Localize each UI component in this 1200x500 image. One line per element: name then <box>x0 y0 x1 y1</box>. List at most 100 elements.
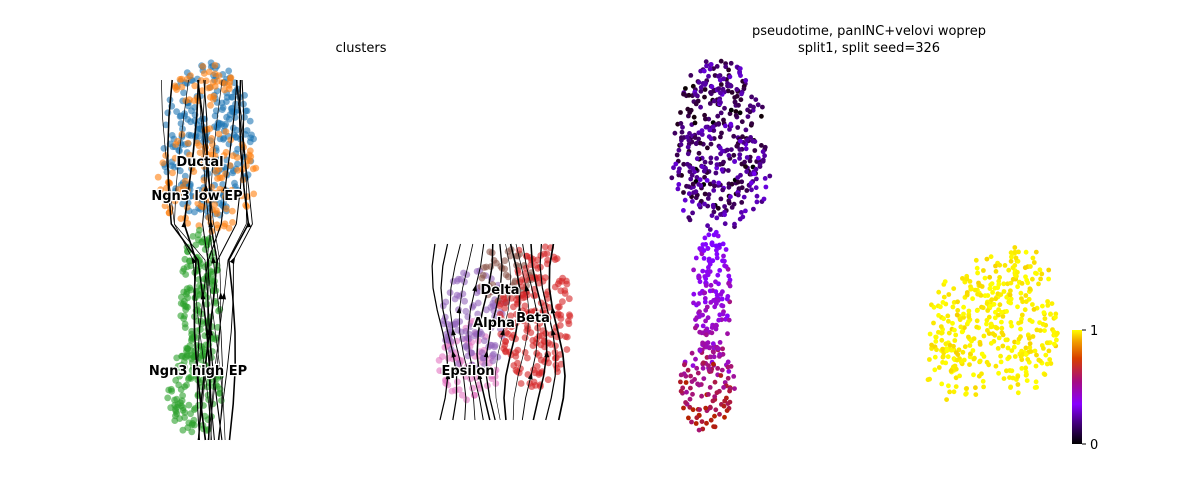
streamline-arrow <box>472 284 477 292</box>
cell-point <box>676 182 682 187</box>
cell-point <box>739 91 744 97</box>
cell-point <box>688 385 693 391</box>
cell-point <box>543 250 551 257</box>
cell-point <box>950 320 955 326</box>
cell-point <box>727 111 733 117</box>
cell-point <box>726 273 732 279</box>
cell-point <box>731 374 737 379</box>
cell-point <box>712 379 718 385</box>
pseudotime-points <box>669 58 1060 433</box>
cell-point <box>1007 292 1013 298</box>
cell-point <box>719 130 724 136</box>
cell-point <box>702 159 708 165</box>
cell-point <box>1016 336 1022 342</box>
cell-point <box>1042 328 1047 333</box>
cell-point <box>985 328 990 333</box>
cell-point <box>698 85 704 90</box>
cell-point <box>737 138 743 144</box>
cell-point <box>690 363 696 368</box>
cell-point <box>160 145 168 152</box>
cell-point <box>477 283 485 291</box>
cell-point <box>1042 316 1048 321</box>
cell-point <box>541 243 549 251</box>
cell-point <box>203 300 211 308</box>
streamline-arrow <box>246 220 252 228</box>
cell-point <box>1018 319 1024 325</box>
cell-point <box>708 136 714 142</box>
cell-point <box>691 114 697 120</box>
cell-point <box>959 329 965 335</box>
cell-point <box>688 373 693 379</box>
cell-point <box>975 270 980 276</box>
cell-point <box>944 348 950 354</box>
cell-point <box>213 221 221 229</box>
cell-point <box>713 407 719 413</box>
cell-point <box>195 236 202 244</box>
cell-point <box>179 406 187 414</box>
cell-point <box>715 233 721 239</box>
clusters-points <box>154 59 574 436</box>
cell-point <box>1028 349 1034 354</box>
cell-point <box>737 110 743 116</box>
cell-point <box>1022 307 1028 313</box>
velocity-streamlines <box>161 79 566 441</box>
streamline <box>206 79 226 441</box>
cell-point <box>473 330 481 338</box>
cell-point <box>717 411 722 417</box>
cell-point <box>693 189 699 195</box>
colorbar: 1 0 <box>1072 324 1098 453</box>
cell-point <box>561 290 569 297</box>
cell-point <box>500 293 507 301</box>
cell-point <box>226 78 234 86</box>
cell-point <box>211 61 219 69</box>
cell-point <box>1034 327 1040 333</box>
cell-point <box>715 205 721 211</box>
cell-point <box>707 227 713 232</box>
cell-point <box>951 343 956 349</box>
cell-point <box>702 290 708 296</box>
cell-point <box>693 356 698 362</box>
cell-point <box>744 188 750 193</box>
cell-point <box>988 282 994 288</box>
cell-point <box>951 389 957 395</box>
cell-point <box>970 296 975 302</box>
cell-point <box>175 147 183 154</box>
cell-point <box>171 154 179 162</box>
cell-point <box>697 177 703 183</box>
streamline-arrow <box>451 328 456 336</box>
cell-point <box>706 73 711 79</box>
cell-point <box>182 177 189 185</box>
cell-point <box>981 333 987 339</box>
cell-point <box>718 100 723 105</box>
cell-point <box>704 63 709 69</box>
cell-point <box>678 388 684 394</box>
cell-point <box>705 315 711 321</box>
cell-point <box>693 325 698 331</box>
cell-point <box>1000 343 1006 349</box>
cell-point <box>712 394 718 399</box>
cell-point <box>474 315 482 323</box>
cell-point <box>736 102 741 108</box>
pseudotime-title-line1: pseudotime, panINC+velovi woprep <box>752 24 986 39</box>
cell-point <box>721 159 726 165</box>
cell-point <box>462 307 470 315</box>
streamline <box>183 79 207 441</box>
cell-point <box>717 312 723 318</box>
cell-point <box>971 372 976 378</box>
cell-point <box>205 84 212 92</box>
cell-point <box>181 414 189 421</box>
cell-point <box>530 366 537 374</box>
cell-point <box>729 205 735 210</box>
cell-point <box>684 389 689 395</box>
cell-point <box>678 379 683 385</box>
cell-point <box>1023 293 1029 298</box>
cell-point <box>966 334 971 340</box>
cell-point <box>1009 348 1015 353</box>
streamline <box>196 79 209 441</box>
cell-point <box>532 261 540 269</box>
cell-point <box>1046 267 1052 273</box>
cell-point <box>176 76 184 83</box>
cell-point <box>448 387 456 395</box>
cell-point <box>181 302 189 310</box>
streamline-arrow <box>477 372 483 380</box>
